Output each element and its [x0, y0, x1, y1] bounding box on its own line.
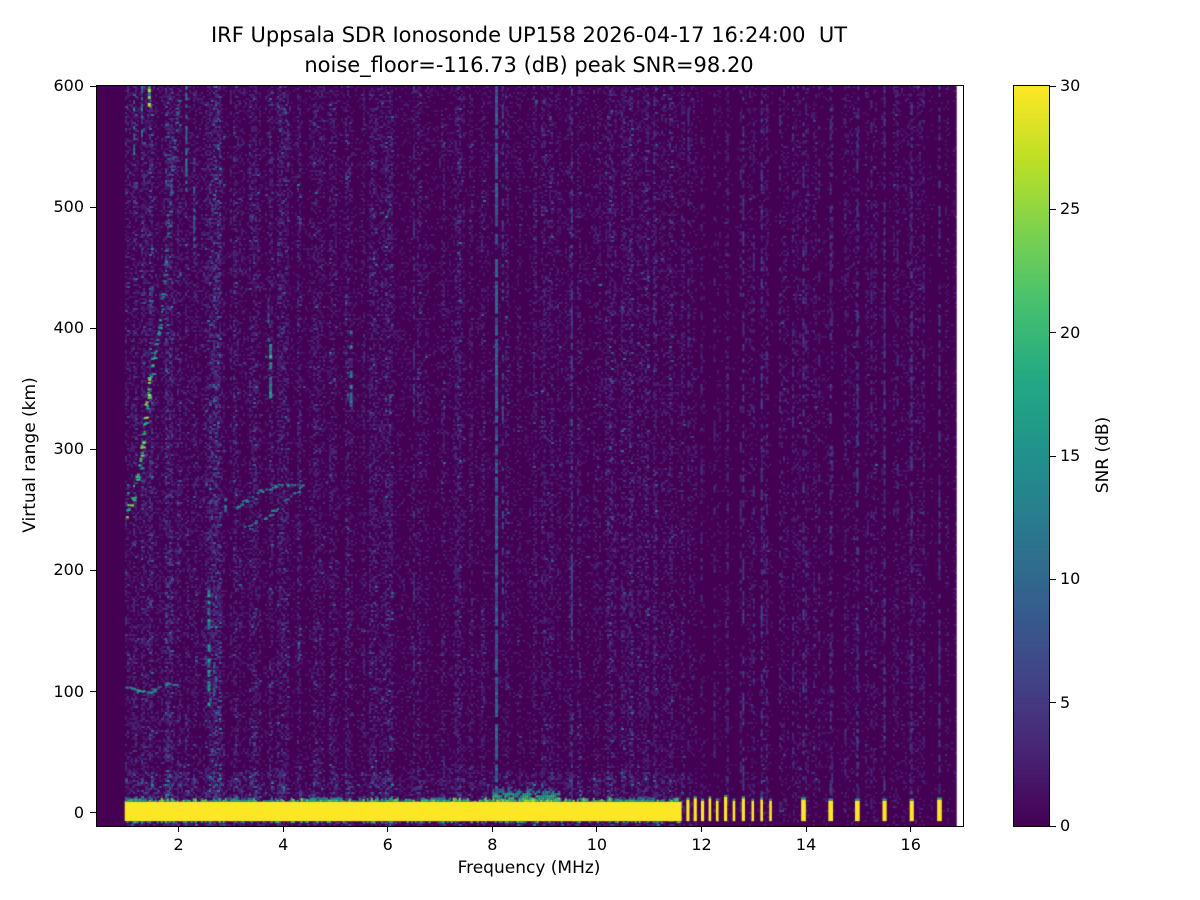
y-tick-label: 500 — [53, 197, 84, 217]
x-tick-label: 14 — [795, 835, 817, 854]
x-tick-label: 8 — [487, 835, 498, 854]
y-tick-label: 0 — [73, 802, 84, 822]
y-tick-mark — [90, 327, 96, 329]
ionogram-heatmap — [97, 86, 963, 826]
x-tick-mark — [910, 826, 912, 832]
y-tick-label: 600 — [53, 76, 84, 95]
colorbar-tick-label: 20 — [1060, 322, 1081, 342]
y-tick-mark — [90, 85, 96, 87]
x-tick-mark — [805, 826, 807, 832]
colorbar-tick-label: 25 — [1060, 199, 1081, 219]
colorbar-gradient — [1014, 86, 1049, 826]
x-tick-mark — [387, 826, 389, 832]
colorbar-label: SNR (dB) — [1093, 416, 1113, 494]
x-tick-mark — [596, 826, 598, 832]
x-tick-mark — [491, 826, 493, 832]
colorbar-tick-mark — [1050, 702, 1056, 704]
plot-area — [96, 85, 964, 827]
x-tick-label: 12 — [691, 835, 712, 854]
colorbar-tick-label: 10 — [1060, 569, 1081, 589]
colorbar — [1013, 85, 1050, 827]
chart-title-line1: IRF Uppsala SDR Ionosonde UP158 2026-04-… — [210, 23, 848, 47]
colorbar-tick-label: 30 — [1060, 76, 1081, 95]
x-tick-label: 10 — [586, 835, 608, 854]
colorbar-tick-mark — [1050, 578, 1056, 580]
y-tick-label: 400 — [53, 318, 84, 338]
colorbar-tick-mark — [1050, 455, 1056, 457]
y-tick-label: 100 — [53, 681, 84, 701]
x-tick-mark — [178, 826, 180, 832]
y-tick-mark — [90, 569, 96, 571]
colorbar-tick-label: 5 — [1060, 692, 1071, 712]
colorbar-tick-label: 0 — [1060, 816, 1071, 835]
chart-title: IRF Uppsala SDR Ionosonde UP158 2026-04-… — [96, 20, 962, 80]
y-tick-mark — [90, 206, 96, 208]
chart-title-line2: noise_floor=-116.73 (dB) peak SNR=98.20 — [304, 53, 754, 77]
x-axis-label: Frequency (MHz) — [457, 858, 601, 878]
colorbar-tick-mark — [1050, 208, 1056, 210]
colorbar-tick-mark — [1050, 85, 1056, 87]
y-tick-mark — [90, 448, 96, 450]
y-tick-mark — [90, 812, 96, 814]
colorbar-tick-label: 15 — [1060, 446, 1081, 465]
x-tick-mark — [701, 826, 703, 832]
y-tick-label: 200 — [53, 560, 84, 580]
colorbar-tick-mark — [1050, 332, 1056, 334]
y-tick-label: 300 — [53, 439, 84, 459]
x-tick-label: 6 — [382, 835, 393, 854]
x-tick-label: 16 — [900, 835, 921, 854]
x-tick-mark — [282, 826, 284, 832]
x-tick-label: 2 — [173, 835, 184, 854]
colorbar-tick-mark — [1050, 825, 1056, 827]
x-tick-label: 4 — [278, 835, 289, 854]
y-tick-mark — [90, 691, 96, 693]
